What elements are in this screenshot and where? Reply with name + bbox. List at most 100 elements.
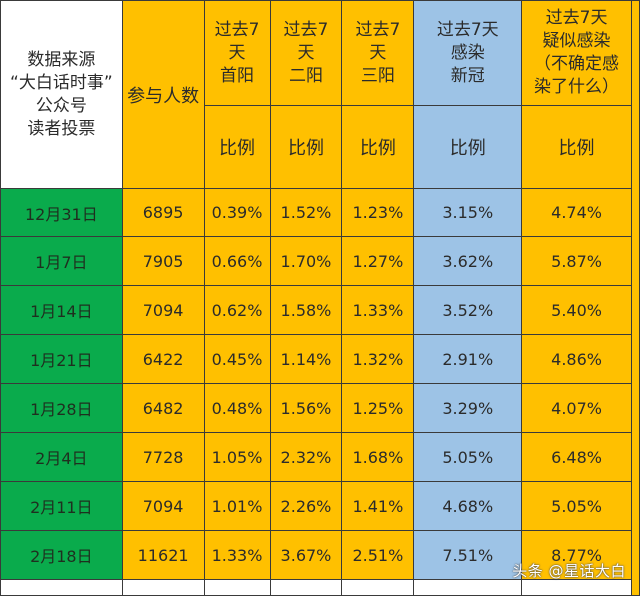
second-positive-cell: 1.58% <box>269 285 343 335</box>
participants-cell: 6422 <box>121 334 205 384</box>
date-cell: 2月18日 <box>0 530 123 580</box>
participants-cell: 7094 <box>121 285 205 335</box>
covid-cell: 4.68% <box>413 481 523 531</box>
header-line: （不确定感 <box>534 54 620 74</box>
empty-cell <box>121 579 205 596</box>
suspected-cell: 5.87% <box>521 236 632 286</box>
right-edge-column <box>630 0 640 596</box>
empty-cell <box>341 579 415 596</box>
suspected-cell: 5.40% <box>521 285 632 335</box>
first-positive-cell: 0.48% <box>203 383 271 433</box>
participants-header: 参与人数 <box>121 0 205 189</box>
third-positive-cell: 1.41% <box>341 481 415 531</box>
participants-cell: 6482 <box>121 383 205 433</box>
second-positive-cell: 1.56% <box>269 383 343 433</box>
first-positive-cell: 0.45% <box>203 334 271 384</box>
header-line: 天 <box>228 42 246 63</box>
second-positive-header: 过去7 天 二阳 <box>269 0 343 106</box>
first-positive-cell: 0.62% <box>203 285 271 335</box>
suspected-cell: 4.74% <box>521 188 632 237</box>
table-row: 12月31日 6895 0.39% 1.52% 1.23% 3.15% 4.74… <box>0 188 640 237</box>
second-positive-cell: 2.32% <box>269 432 343 482</box>
table-row: 2月18日 11621 1.33% 3.67% 2.51% 7.51% 8.77… <box>0 530 640 580</box>
first-positive-cell: 1.05% <box>203 432 271 482</box>
header-line: 过去7 <box>283 19 329 40</box>
table-row: 1月21日 6422 0.45% 1.14% 1.32% 2.91% 4.86% <box>0 334 640 384</box>
source-line: “大白话时事” <box>10 72 113 93</box>
header-line: 三阳 <box>360 65 395 86</box>
participants-cell: 7728 <box>121 432 205 482</box>
header-line: 过去7 <box>355 19 401 40</box>
covid-cell: 3.15% <box>413 188 523 237</box>
participants-cell: 11621 <box>121 530 205 580</box>
source-line: 公众号 <box>35 95 87 116</box>
header-line: 过去7 <box>214 19 260 40</box>
first-positive-header: 过去7 天 首阳 <box>203 0 271 106</box>
header-line: 感染 <box>450 42 485 63</box>
header-line: 新冠 <box>450 65 485 86</box>
header-line: 天 <box>297 42 315 63</box>
participants-cell: 6895 <box>121 188 205 237</box>
header-line: 过去7天 <box>436 19 499 40</box>
table-row: 1月14日 7094 0.62% 1.58% 1.33% 3.52% 5.40% <box>0 285 640 335</box>
suspected-cell: 8.77% <box>521 530 632 580</box>
third-positive-cell: 1.25% <box>341 383 415 433</box>
suspected-cell: 4.07% <box>521 383 632 433</box>
table-row: 2月11日 7094 1.01% 2.26% 1.41% 4.68% 5.05% <box>0 481 640 531</box>
header-line: 二阳 <box>288 65 323 86</box>
ratio-subheader: 比例 <box>269 105 343 189</box>
third-positive-cell: 1.68% <box>341 432 415 482</box>
empty-cell <box>521 579 632 596</box>
header-line: 疑似感染 <box>542 31 611 51</box>
suspected-cell: 4.86% <box>521 334 632 384</box>
first-positive-cell: 1.33% <box>203 530 271 580</box>
second-positive-cell: 1.14% <box>269 334 343 384</box>
suspected-infected-header: 过去7天 疑似感染 （不确定感 染了什么） <box>521 0 632 106</box>
date-cell: 1月21日 <box>0 334 123 384</box>
first-positive-cell: 0.66% <box>203 236 271 286</box>
second-positive-cell: 3.67% <box>269 530 343 580</box>
first-positive-cell: 0.39% <box>203 188 271 237</box>
covid-cell: 2.91% <box>413 334 523 384</box>
table-row: 1月7日 7905 0.66% 1.70% 1.27% 3.62% 5.87% <box>0 236 640 286</box>
first-positive-cell: 1.01% <box>203 481 271 531</box>
third-positive-cell: 1.33% <box>341 285 415 335</box>
ratio-subheader: 比例 <box>203 105 271 189</box>
ratio-subheader: 比例 <box>341 105 415 189</box>
participants-cell: 7905 <box>121 236 205 286</box>
second-positive-cell: 1.70% <box>269 236 343 286</box>
header-line: 染了什么） <box>534 77 620 97</box>
source-label-cell: 数据来源 “大白话时事” 公众号 读者投票 <box>0 0 123 189</box>
covid-cell: 3.62% <box>413 236 523 286</box>
date-cell: 12月31日 <box>0 188 123 237</box>
covid-cell: 3.52% <box>413 285 523 335</box>
table-row: 2月4日 7728 1.05% 2.32% 1.68% 5.05% 6.48% <box>0 432 640 482</box>
ratio-subheader: 比例 <box>413 105 523 189</box>
ratio-subheader: 比例 <box>521 105 632 189</box>
third-positive-cell: 1.23% <box>341 188 415 237</box>
date-cell: 1月28日 <box>0 383 123 433</box>
suspected-cell: 6.48% <box>521 432 632 482</box>
covid-infected-header: 过去7天 感染 新冠 <box>413 0 523 106</box>
empty-cell <box>269 579 343 596</box>
third-positive-cell: 1.32% <box>341 334 415 384</box>
header-line: 过去7天 <box>545 8 608 28</box>
second-positive-cell: 2.26% <box>269 481 343 531</box>
date-cell: 2月11日 <box>0 481 123 531</box>
third-positive-cell: 2.51% <box>341 530 415 580</box>
header-line: 天 <box>369 42 387 63</box>
date-cell: 1月14日 <box>0 285 123 335</box>
covid-cell: 3.29% <box>413 383 523 433</box>
covid-cell: 7.51% <box>413 530 523 580</box>
header-line: 首阳 <box>220 65 255 86</box>
source-line: 读者投票 <box>27 118 96 139</box>
third-positive-header: 过去7 天 三阳 <box>341 0 415 106</box>
empty-cell <box>0 579 123 596</box>
participants-cell: 7094 <box>121 481 205 531</box>
empty-cell <box>413 579 523 596</box>
second-positive-cell: 1.52% <box>269 188 343 237</box>
table-row: 1月28日 6482 0.48% 1.56% 1.25% 3.29% 4.07% <box>0 383 640 433</box>
date-cell: 2月4日 <box>0 432 123 482</box>
watermark: 头条 @星话大白 <box>512 562 626 580</box>
